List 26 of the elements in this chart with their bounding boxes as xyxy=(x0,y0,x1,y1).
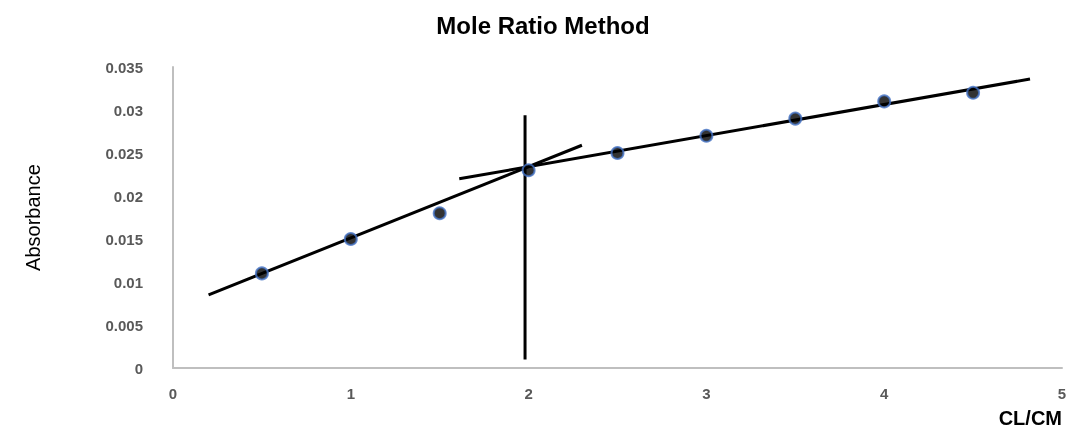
point xyxy=(432,206,447,221)
x-tick-label: 2 xyxy=(524,385,533,402)
point xyxy=(788,111,803,126)
point xyxy=(254,266,269,281)
y-tick-label: 0.005 xyxy=(105,316,143,334)
point xyxy=(966,85,981,100)
y-tick-label: 0.025 xyxy=(105,144,143,162)
chart-title: Mole Ratio Method xyxy=(436,11,650,39)
x-tick-label: 0 xyxy=(168,385,178,402)
x-tick-label: 1 xyxy=(346,385,355,402)
point xyxy=(343,232,358,246)
y-tick-label: 0.015 xyxy=(105,230,143,248)
y-tick-label: 0 xyxy=(134,359,143,377)
y-tick-label: 0.03 xyxy=(113,101,143,119)
y-tick-label: 0.02 xyxy=(113,187,143,205)
x-tick-label: 3 xyxy=(702,385,711,402)
x-tick-label: 5 xyxy=(1057,385,1067,402)
x-tick-label: 4 xyxy=(880,385,890,402)
y-tick-label: 0.01 xyxy=(113,273,143,291)
point xyxy=(610,146,625,160)
point xyxy=(521,163,536,178)
x-axis-title: CL/CM xyxy=(998,407,1062,429)
y-axis-title: Absorbance xyxy=(22,164,44,271)
point xyxy=(699,128,714,143)
y-tick-label: 0.035 xyxy=(105,58,143,76)
point xyxy=(877,94,892,109)
